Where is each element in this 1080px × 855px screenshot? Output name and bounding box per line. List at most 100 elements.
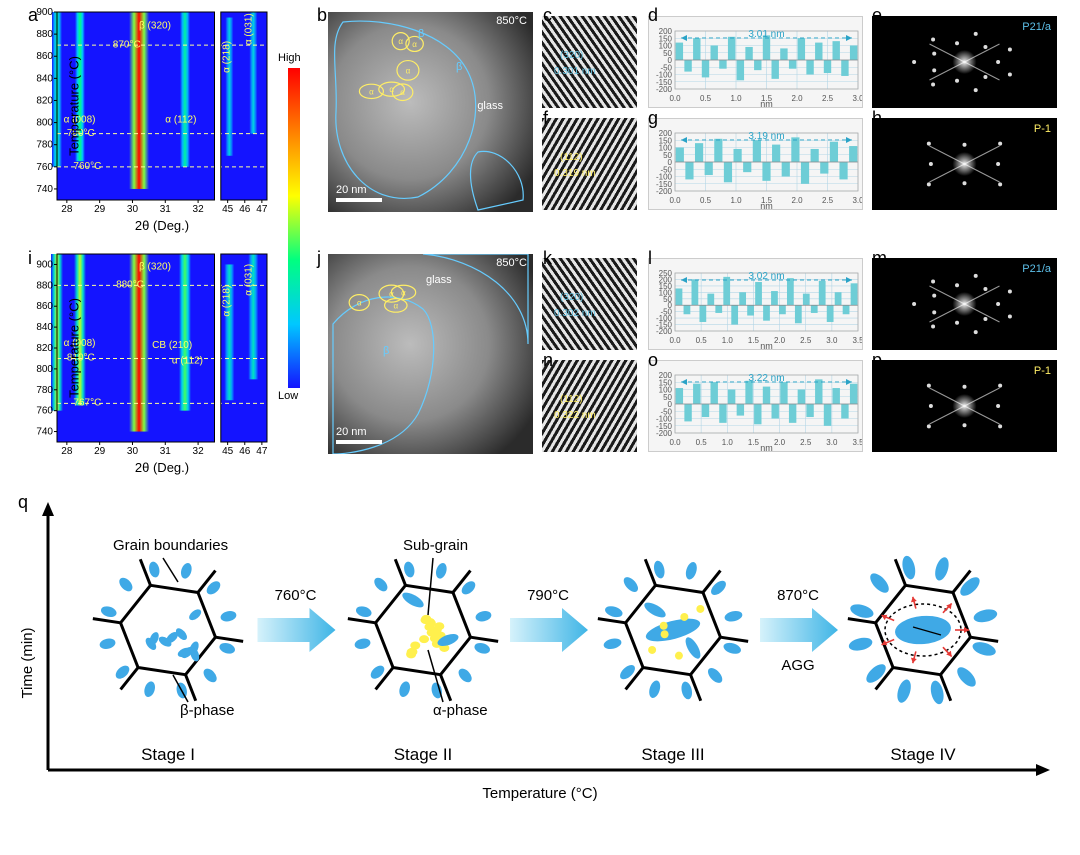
svg-text:880: 880: [36, 280, 53, 291]
svg-text:1.5: 1.5: [748, 336, 760, 345]
svg-text:840: 840: [36, 73, 53, 84]
svg-text:2.0: 2.0: [774, 336, 786, 345]
tem-b-glass: glass: [477, 100, 503, 112]
tem-j-temp: 850°C: [496, 257, 527, 269]
profile-g: -200-150-100-500501001502000.00.51.01.52…: [648, 118, 863, 210]
tem-b-temp: 850°C: [496, 15, 527, 27]
heatmap-i: 2829303132454647740760780800820840860880…: [57, 254, 267, 442]
svg-text:3.0: 3.0: [826, 438, 838, 447]
tem-b: ααααααββ 850°C glass 20 nm: [328, 12, 533, 212]
svg-text:β-phase: β-phase: [180, 702, 235, 719]
fringe-n-plane: (112): [560, 394, 583, 405]
panel-label-q: q: [18, 492, 28, 513]
svg-text:P21/a: P21/a: [1022, 263, 1052, 275]
svg-text:0.0: 0.0: [669, 438, 681, 447]
svg-text:0.0: 0.0: [669, 94, 681, 103]
panel-label-p: p: [872, 350, 882, 371]
fringe-f-plane: (112): [560, 152, 583, 163]
panel-label-e: e: [872, 5, 882, 26]
profile-o: -200-150-100-500501001502000.00.51.01.52…: [648, 360, 863, 452]
fringe-c: (320)0.301 nm: [542, 16, 637, 108]
tem-j: ααααβ 850°C glass 20 nm: [328, 254, 533, 454]
svg-text:800: 800: [36, 364, 53, 375]
svg-text:α: α: [369, 87, 374, 96]
svg-text:870°C: 870°C: [777, 587, 819, 604]
tem-b-scalebar: [336, 198, 382, 202]
fringe-n: (112) 0.322 nm: [542, 360, 637, 452]
svg-text:3.0: 3.0: [852, 196, 862, 205]
svg-text:47: 47: [256, 446, 268, 457]
svg-text:Time (min): Time (min): [19, 627, 36, 698]
svg-text:32: 32: [193, 204, 205, 215]
svg-text:3.22 nm: 3.22 nm: [748, 373, 784, 384]
profile-d: -200-150-100-500501001502000.00.51.01.52…: [648, 16, 863, 108]
svg-text:900: 900: [36, 7, 53, 18]
svg-text:Stage II: Stage II: [394, 745, 453, 764]
svg-text:760°C: 760°C: [275, 587, 317, 604]
svg-text:880: 880: [36, 29, 53, 40]
svg-text:780: 780: [36, 385, 53, 396]
svg-text:1.0: 1.0: [722, 438, 734, 447]
ylabel-a: Temperature (°C): [66, 56, 81, 156]
svg-text:200: 200: [659, 129, 673, 138]
svg-text:880°C: 880°C: [116, 279, 144, 290]
svg-text:α: α: [394, 301, 399, 310]
fringe-k: (320) 0.302 nm: [542, 258, 637, 350]
svg-text:2.0: 2.0: [791, 196, 803, 205]
fringe-f-spacing: 0.319 nm: [554, 168, 596, 179]
svg-text:860: 860: [36, 51, 53, 62]
svg-text:0.5: 0.5: [696, 336, 708, 345]
fringe-n-spacing: 0.322 nm: [554, 410, 596, 421]
svg-text:29: 29: [94, 446, 106, 457]
svg-text:900: 900: [36, 259, 53, 270]
svg-text:α: α: [357, 299, 362, 308]
svg-text:200: 200: [659, 371, 673, 380]
svg-text:29: 29: [94, 204, 106, 215]
panel-label-d: d: [648, 5, 658, 26]
svg-text:46: 46: [239, 204, 251, 215]
svg-text:Stage I: Stage I: [141, 745, 195, 764]
svg-text:0.5: 0.5: [700, 196, 712, 205]
fft-e: P21/a: [872, 16, 1057, 108]
svg-text:820: 820: [36, 95, 53, 106]
svg-text:P-1: P-1: [1034, 365, 1051, 377]
svg-text:α (218): α (218): [221, 285, 232, 317]
svg-text:1.5: 1.5: [748, 438, 760, 447]
svg-text:1.0: 1.0: [730, 94, 742, 103]
svg-text:P21/a: P21/a: [1022, 21, 1052, 33]
svg-text:250: 250: [659, 269, 673, 278]
fringe-k-spacing: 0.302 nm: [554, 308, 596, 319]
schematic-q: Time (min)Temperature (°C)760°C790°C870°…: [18, 500, 1062, 810]
fft-m: P21/a: [872, 258, 1057, 350]
svg-text:200: 200: [659, 27, 673, 36]
svg-text:1.0: 1.0: [722, 336, 734, 345]
fringe-c-plane: (320): [560, 50, 583, 61]
svg-text:β (320): β (320): [139, 262, 171, 273]
svg-text:790°C: 790°C: [527, 587, 569, 604]
svg-text:α: α: [401, 288, 406, 297]
svg-text:3.01 nm: 3.01 nm: [748, 29, 784, 40]
xlabel-a: 2θ (Deg.): [135, 218, 189, 233]
svg-text:31: 31: [160, 446, 172, 457]
svg-text:47: 47: [256, 204, 268, 215]
panel-label-i: i: [28, 248, 32, 269]
svg-text:780: 780: [36, 140, 53, 151]
svg-text:P-1: P-1: [1034, 123, 1051, 135]
svg-text:nm: nm: [760, 341, 773, 349]
svg-text:2.0: 2.0: [791, 94, 803, 103]
svg-text:2.0: 2.0: [774, 438, 786, 447]
svg-text:nm: nm: [760, 443, 773, 451]
panel-label-j: j: [317, 248, 321, 269]
fringe-k-plane: (320): [560, 292, 583, 303]
svg-text:767°C: 767°C: [73, 397, 101, 408]
svg-text:820: 820: [36, 343, 53, 354]
svg-text:30: 30: [127, 204, 139, 215]
svg-text:2.5: 2.5: [822, 94, 834, 103]
fft-p: P-1: [872, 360, 1057, 452]
svg-text:α-phase: α-phase: [433, 702, 488, 719]
svg-text:α: α: [412, 40, 417, 49]
svg-text:3.19 nm: 3.19 nm: [748, 131, 784, 142]
fft-h: P-1: [872, 118, 1057, 210]
panel-label-g: g: [648, 108, 658, 129]
svg-text:32: 32: [193, 446, 205, 457]
